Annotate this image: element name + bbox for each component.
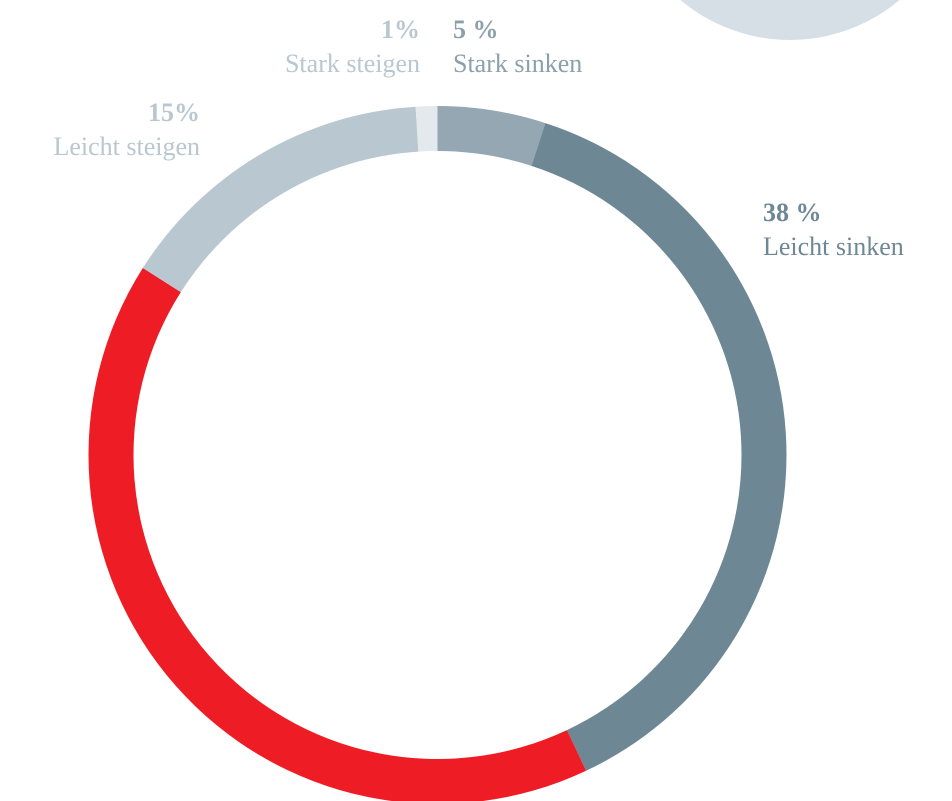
donut-segment — [437, 106, 546, 166]
decorative-circle — [680, 0, 900, 40]
category-label: Stark sinken — [453, 49, 582, 78]
category-label: Stark steigen — [285, 49, 420, 78]
donut-segment — [88, 267, 587, 801]
donut-segment — [531, 123, 787, 771]
donut-segment — [415, 106, 438, 152]
value-label: 38 % — [763, 198, 822, 227]
category-label: Leicht steigen — [53, 132, 200, 161]
category-label: Leicht sinken — [763, 232, 904, 261]
value-label: 5 % — [453, 15, 499, 44]
donut-segment — [142, 106, 419, 293]
value-label: 15% — [148, 98, 200, 127]
value-label: 1% — [381, 15, 420, 44]
